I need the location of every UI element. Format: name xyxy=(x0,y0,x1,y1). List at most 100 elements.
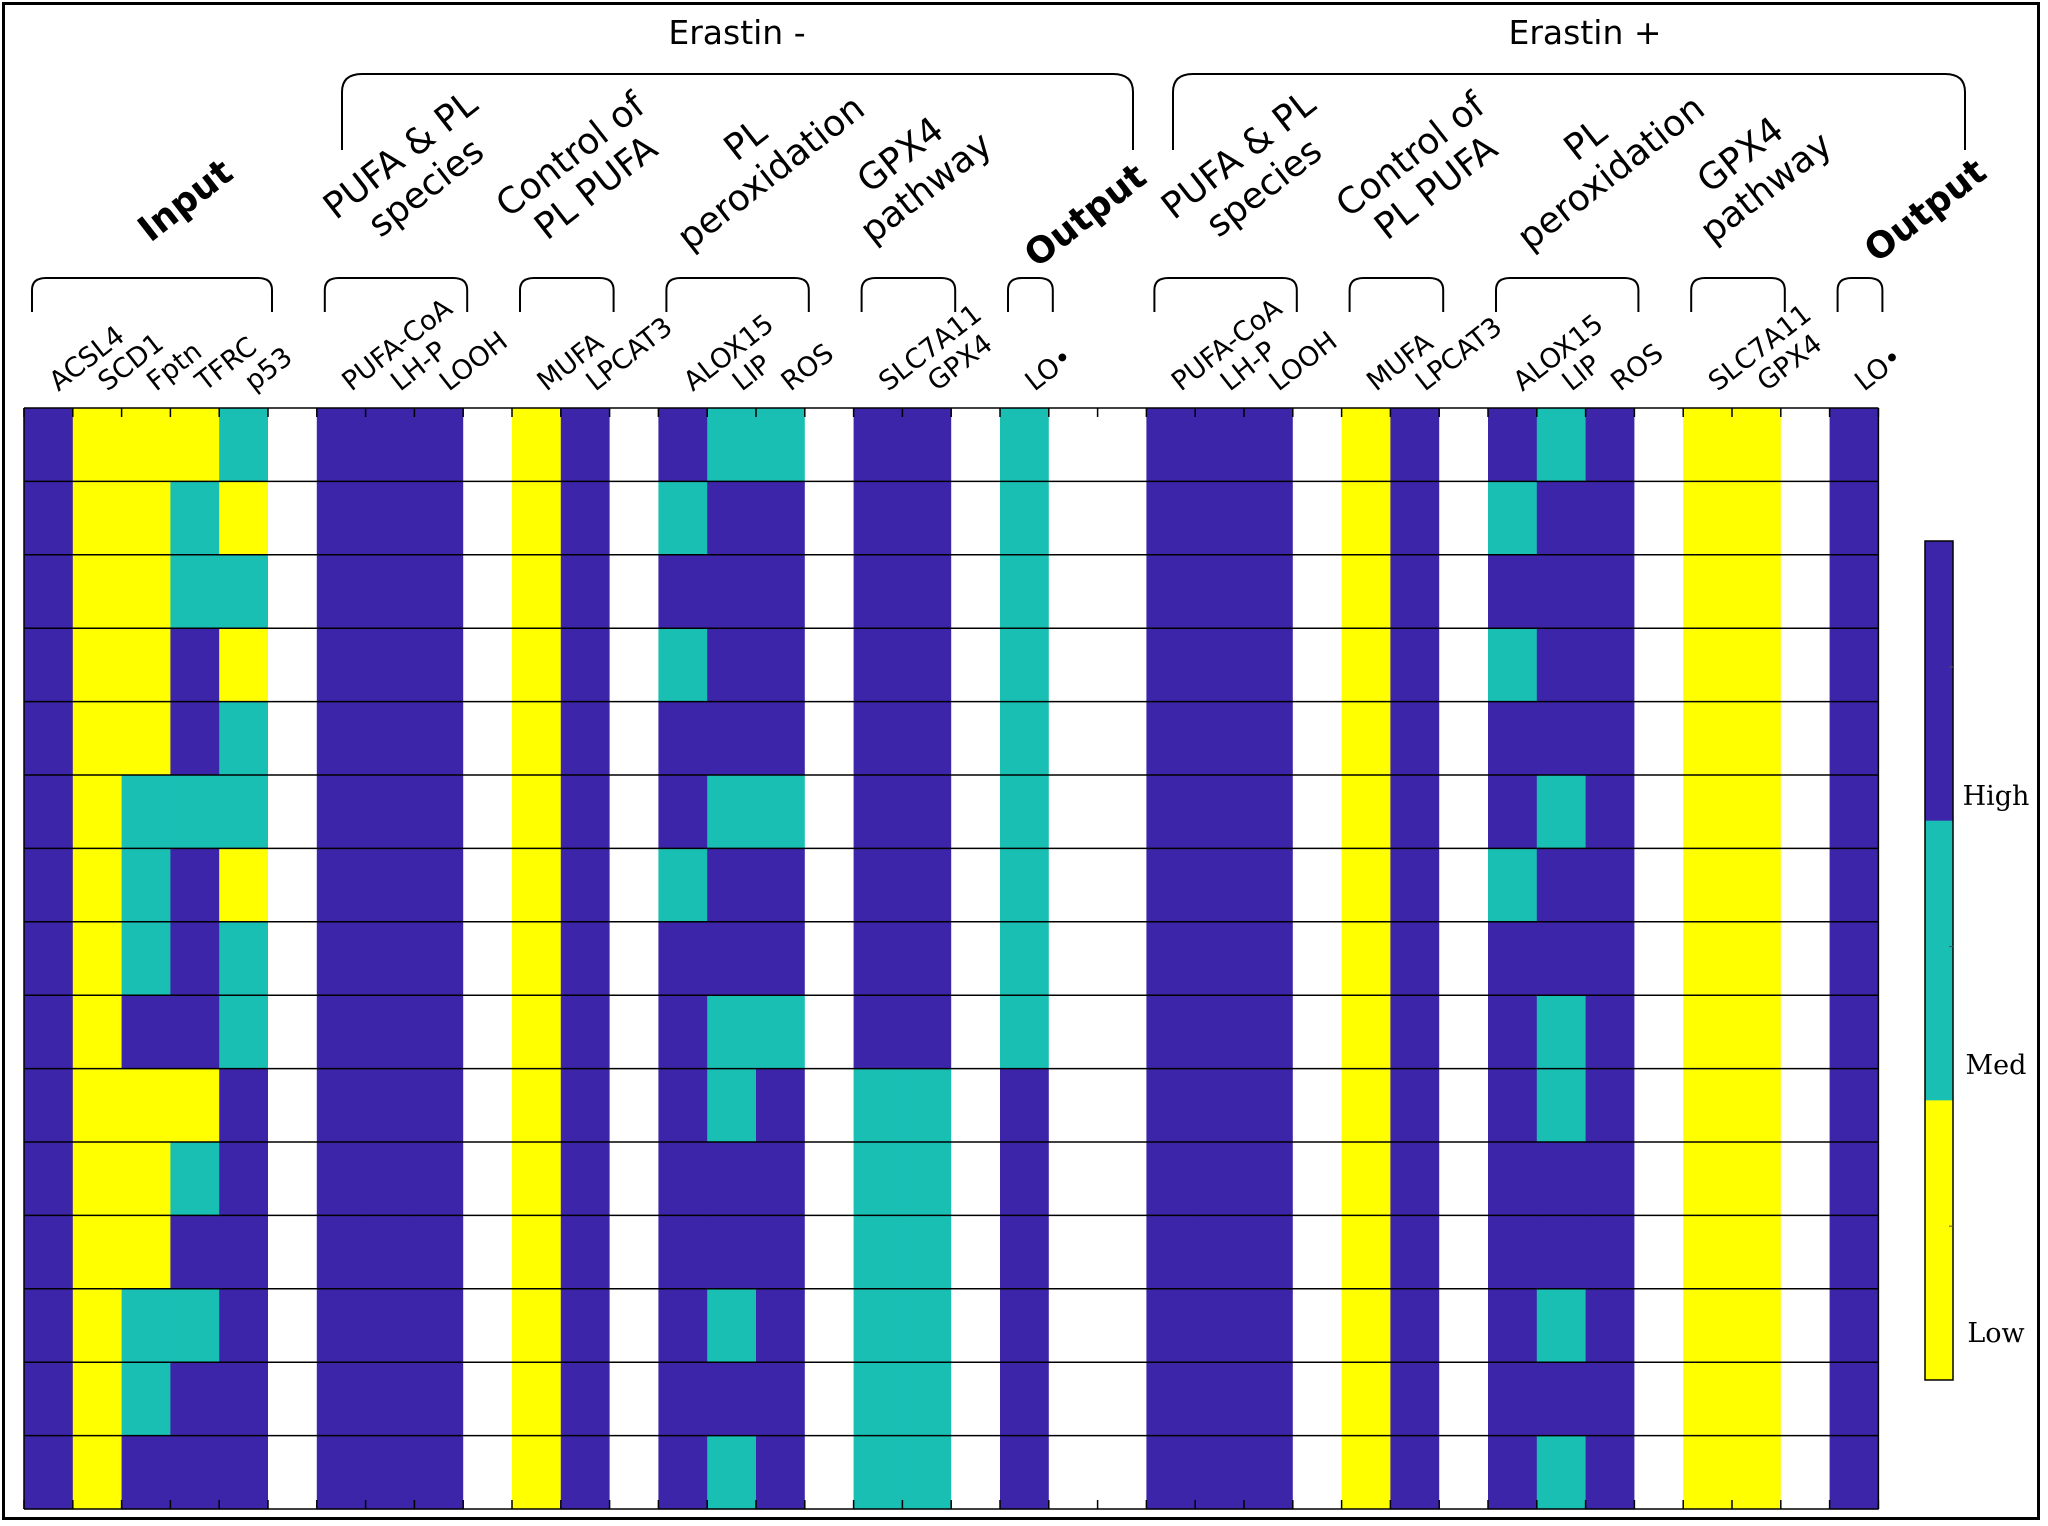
heatmap-cell-r5-c13-blank xyxy=(609,701,659,776)
heatmap-cell-r14-c3-med xyxy=(121,1362,171,1437)
heatmap-cell-r6-c28-low xyxy=(1341,775,1391,849)
heatmap-cell-r1-c20-blank xyxy=(951,408,1001,482)
column-label: LO• xyxy=(1849,342,1908,398)
heatmap-cell-r15-c18-med xyxy=(853,1435,903,1510)
heatmap-cell-r2-c26-high xyxy=(1244,481,1294,556)
heatmap-cell-r13-c36-low xyxy=(1732,1288,1782,1363)
heatmap-cell-r11-c2-low xyxy=(72,1142,123,1216)
heatmap-cell-r12-c33-high xyxy=(1585,1215,1635,1290)
heatmap-cell-r13-c18-med xyxy=(853,1288,903,1363)
heatmap-cell-r10-c14-high xyxy=(658,1068,708,1143)
heatmap-cell-r5-c16-high xyxy=(756,701,806,776)
heatmap-cell-r7-c14-med xyxy=(658,848,708,923)
heatmap-cell-r9-c25-high xyxy=(1195,995,1245,1070)
heatmap-cell-r5-c4-high xyxy=(170,701,220,776)
group-brace xyxy=(519,277,615,312)
heatmap-cell-r12-c27-blank xyxy=(1292,1215,1343,1290)
heatmap-cell-r10-c24-high xyxy=(1146,1068,1196,1143)
heatmap-cell-r7-c23-blank xyxy=(1097,848,1147,923)
heatmap-cell-r9-c2-low xyxy=(72,995,123,1070)
heatmap-cell-r3-c5-med xyxy=(219,554,269,629)
heatmap-cell-r7-c13-blank xyxy=(609,848,659,923)
heatmap-cell-r14-c13-blank xyxy=(609,1362,659,1437)
heatmap-cell-r2-c3-low xyxy=(121,481,171,556)
heatmap-cell-r12-c1-high xyxy=(24,1215,74,1290)
heatmap-cell-r12-c31-high xyxy=(1488,1215,1538,1290)
heatmap-cell-r3-c31-high xyxy=(1488,554,1538,629)
heatmap-cell-r4-c22-blank xyxy=(1048,628,1099,703)
heatmap-cell-r8-c8-high xyxy=(365,921,415,996)
group-brace xyxy=(1495,277,1640,312)
heatmap-cell-r4-c35-low xyxy=(1683,628,1733,703)
heatmap-cell-r4-c11-low xyxy=(512,628,562,703)
heatmap-cell-r9-c4-high xyxy=(170,995,220,1070)
heatmap-cell-r7-c28-low xyxy=(1341,848,1391,923)
heatmap-cell-r6-c3-med xyxy=(121,775,171,849)
heatmap-cell-r14-c2-low xyxy=(72,1362,123,1437)
heatmap-cell-r9-c32-med xyxy=(1536,995,1587,1070)
heatmap-cell-r6-c38-high xyxy=(1829,775,1879,849)
heatmap-cell-r9-c38-high xyxy=(1829,995,1879,1070)
heatmap-cell-r7-c35-low xyxy=(1683,848,1733,923)
heatmap-cell-r13-c29-high xyxy=(1390,1288,1440,1363)
heatmap-cell-r15-c30-blank xyxy=(1439,1435,1489,1510)
heatmap-cell-r1-c12-high xyxy=(560,408,611,482)
heatmap-cell-r11-c6-blank xyxy=(268,1142,318,1216)
heatmap-cell-r7-c32-high xyxy=(1536,848,1587,923)
heatmap-cell-r5-c14-high xyxy=(658,701,708,776)
heatmap-cell-r9-c7-high xyxy=(316,995,367,1070)
heatmap-cell-r14-c25-high xyxy=(1195,1362,1245,1437)
heatmap-cell-r6-c37-blank xyxy=(1780,775,1831,849)
heatmap-cell-r14-c18-med xyxy=(853,1362,903,1437)
section-brace xyxy=(341,73,1134,150)
heatmap-cell-r2-c35-low xyxy=(1683,481,1733,556)
heatmap-cell-r15-c17-blank xyxy=(804,1435,855,1510)
heatmap-cell-r7-c8-high xyxy=(365,848,415,923)
heatmap-cell-r5-c10-blank xyxy=(463,701,513,776)
heatmap-cell-r15-c25-high xyxy=(1195,1435,1245,1510)
heatmap-cell-r2-c20-blank xyxy=(951,481,1001,556)
heatmap-cell-r1-c13-blank xyxy=(609,408,659,482)
heatmap-cell-r2-c5-low xyxy=(219,481,269,556)
heatmap-cell-r13-c25-high xyxy=(1195,1288,1245,1363)
heatmap-cell-r8-c2-low xyxy=(72,921,123,996)
heatmap-cell-r2-c21-med xyxy=(1000,481,1050,556)
heatmap-cell-r12-c6-blank xyxy=(268,1215,318,1290)
heatmap-cell-r3-c22-blank xyxy=(1048,554,1099,629)
heatmap-cell-r5-c26-high xyxy=(1244,701,1294,776)
heatmap-cell-r9-c1-high xyxy=(24,995,74,1070)
group-label-line: peroxidation xyxy=(1510,88,1713,259)
heatmap-cell-r5-c21-med xyxy=(1000,701,1050,776)
heatmap-cell-r13-c23-blank xyxy=(1097,1288,1147,1363)
heatmap-cell-r12-c19-med xyxy=(902,1215,952,1290)
heatmap-cell-r8-c15-high xyxy=(707,921,757,996)
heatmap-cell-r12-c37-blank xyxy=(1780,1215,1831,1290)
heatmap-cell-r7-c3-med xyxy=(121,848,171,923)
heatmap-cell-r2-c29-high xyxy=(1390,481,1440,556)
heatmap-cell-r3-c20-blank xyxy=(951,554,1001,629)
heatmap-cell-r7-c4-high xyxy=(170,848,220,923)
heatmap-cell-r12-c5-high xyxy=(219,1215,269,1290)
heatmap-cell-r12-c3-low xyxy=(121,1215,171,1290)
heatmap-cell-r1-c35-low xyxy=(1683,408,1733,482)
heatmap-cell-r7-c9-high xyxy=(414,848,464,923)
heatmap-cell-r8-c13-blank xyxy=(609,921,659,996)
heatmap-cell-r10-c20-blank xyxy=(951,1068,1001,1143)
heatmap-cell-r12-c14-high xyxy=(658,1215,708,1290)
heatmap-cell-r12-c36-low xyxy=(1732,1215,1782,1290)
group-brace xyxy=(1690,277,1786,312)
heatmap-cell-r12-c11-low xyxy=(512,1215,562,1290)
heatmap-cell-r2-c8-high xyxy=(365,481,415,556)
heatmap-cell-r10-c7-high xyxy=(316,1068,367,1143)
heatmap-cell-r8-c20-blank xyxy=(951,921,1001,996)
heatmap-cell-r10-c6-blank xyxy=(268,1068,318,1143)
group-label: PLperoxidation xyxy=(644,55,872,259)
heatmap-cell-r4-c10-blank xyxy=(463,628,513,703)
heatmap-cell-r6-c32-med xyxy=(1536,775,1587,849)
heatmap-cell-r6-c16-med xyxy=(756,775,806,849)
heatmap-cell-r1-c6-blank xyxy=(268,408,318,482)
heatmap-cell-r6-c31-high xyxy=(1488,775,1538,849)
heatmap-cell-r5-c34-blank xyxy=(1634,701,1684,776)
heatmap-cell-r11-c23-blank xyxy=(1097,1142,1147,1216)
heatmap-cell-r4-c32-high xyxy=(1536,628,1587,703)
